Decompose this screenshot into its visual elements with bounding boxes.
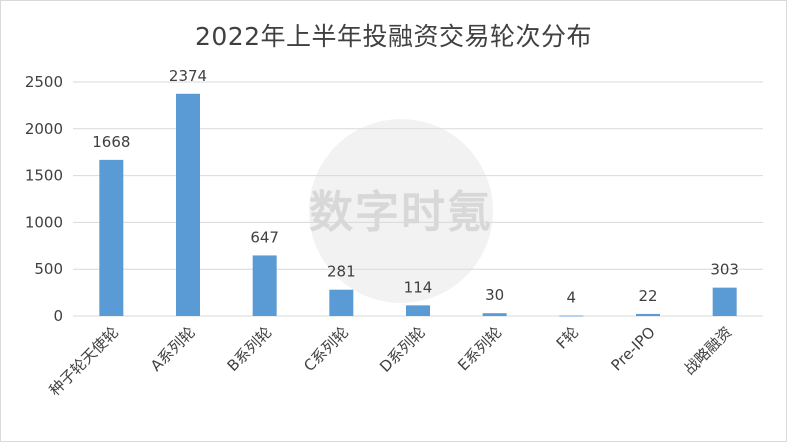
y-tick-label: 0 [53, 307, 63, 325]
y-tick-label: 2500 [25, 73, 63, 91]
chart-title: 2022年上半年投融资交易轮次分布 [194, 22, 593, 51]
data-label: 2374 [169, 67, 207, 85]
x-tick-label: A系列轮 [147, 323, 199, 375]
x-tick-label: B系列轮 [224, 323, 276, 375]
bar [176, 93, 200, 316]
bars [99, 93, 737, 317]
data-label: 22 [638, 287, 657, 305]
x-tick-label: 战略融资 [680, 323, 735, 378]
y-tick-label: 1500 [25, 167, 63, 185]
x-tick-label: F轮 [553, 323, 582, 352]
y-tick-label: 2000 [25, 120, 63, 138]
data-label: 647 [250, 228, 279, 246]
y-axis-ticks: 0 500 1000 1500 2000 2500 [25, 73, 63, 325]
data-label: 303 [710, 261, 739, 279]
x-tick-label: 种子轮天使轮 [46, 323, 122, 399]
bar [636, 313, 660, 316]
data-label: 281 [327, 263, 356, 281]
bar [252, 255, 277, 316]
bar [559, 315, 584, 317]
data-label: 114 [404, 278, 433, 296]
bar [712, 287, 737, 316]
data-label: 30 [485, 286, 504, 304]
watermark: 数字时氪 [309, 119, 493, 303]
data-label: 1668 [92, 133, 130, 151]
watermark-circle [309, 119, 493, 303]
x-tick-label: C系列轮 [300, 323, 352, 375]
x-tick-label: Pre-IPO [608, 323, 659, 374]
bar [99, 159, 124, 316]
y-tick-label: 500 [34, 260, 63, 278]
y-tick-label: 1000 [25, 213, 63, 231]
data-label: 4 [567, 289, 577, 307]
watermark-text: 数字时氪 [309, 187, 493, 238]
data-labels: 1668 2374 647 281 114 30 4 22 303 [92, 67, 739, 307]
bar [482, 313, 507, 316]
bar [406, 305, 430, 316]
x-axis-labels: 种子轮天使轮 A系列轮 B系列轮 C系列轮 D系列轮 E系列轮 F轮 Pre-IPO 战略融资 [46, 323, 736, 399]
x-tick-label: E系列轮 [454, 323, 505, 374]
x-tick-label: D系列轮 [376, 323, 429, 376]
bar [329, 289, 354, 316]
